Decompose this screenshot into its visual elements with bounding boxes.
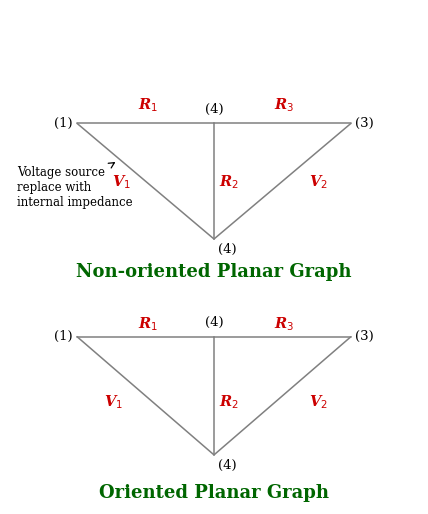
Text: V$_1$: V$_1$ <box>104 393 123 411</box>
Text: R$_3$: R$_3$ <box>274 97 295 114</box>
Text: V$_2$: V$_2$ <box>309 174 328 191</box>
Text: (1): (1) <box>54 330 73 343</box>
Text: (3): (3) <box>355 117 374 130</box>
Text: R$_2$: R$_2$ <box>219 174 239 191</box>
Text: (4): (4) <box>218 458 237 471</box>
Text: V$_2$: V$_2$ <box>309 393 328 411</box>
Text: (4): (4) <box>205 316 223 329</box>
Text: (1): (1) <box>54 117 73 130</box>
Text: Non-oriented Planar Graph: Non-oriented Planar Graph <box>76 263 352 282</box>
Text: R$_1$: R$_1$ <box>137 315 158 333</box>
Text: (4): (4) <box>205 103 223 116</box>
Text: R$_3$: R$_3$ <box>274 315 295 333</box>
Text: Voltage source
replace with
internal impedance: Voltage source replace with internal imp… <box>17 162 133 209</box>
Text: R$_1$: R$_1$ <box>137 97 158 114</box>
Text: (4): (4) <box>218 243 237 255</box>
Text: V$_1$: V$_1$ <box>113 174 131 191</box>
Text: (3): (3) <box>355 330 374 343</box>
Text: Oriented Planar Graph: Oriented Planar Graph <box>99 484 329 503</box>
Text: R$_2$: R$_2$ <box>219 393 239 411</box>
